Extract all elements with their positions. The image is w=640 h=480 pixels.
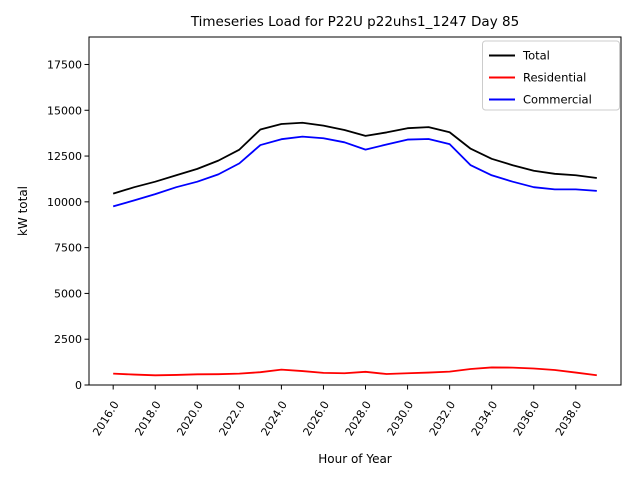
x-tick-label: 2036.0 <box>511 399 542 439</box>
y-tick-label: 2500 <box>54 333 82 346</box>
chart-title: Timeseries Load for P22U p22uhs1_1247 Da… <box>190 14 519 30</box>
series-line-total <box>112 121 597 195</box>
y-tick-label: 12500 <box>47 150 82 163</box>
legend-label-total: Total <box>522 49 550 63</box>
x-tick-label: 2032.0 <box>427 399 458 439</box>
x-tick-label: 2016.0 <box>90 399 121 439</box>
x-tick-label: 2020.0 <box>174 399 205 439</box>
x-tick-label: 2024.0 <box>259 399 290 439</box>
y-tick-label: 5000 <box>54 287 82 300</box>
legend-box <box>482 40 620 111</box>
y-tick-label: 17500 <box>47 58 82 71</box>
y-tick-label: 7500 <box>54 242 82 255</box>
series-line-residential <box>113 366 597 377</box>
x-tick-label: 2018.0 <box>132 399 163 439</box>
legend-label-commercial: Commercial <box>523 93 592 107</box>
y-tick-label: 10000 <box>47 196 82 209</box>
x-tick-label: 2034.0 <box>469 399 500 439</box>
x-axis-label: Hour of Year <box>318 452 392 466</box>
series-line-commercial <box>112 135 597 208</box>
x-tick-label: 2030.0 <box>385 399 416 439</box>
x-tick-label: 2026.0 <box>301 399 332 439</box>
x-tick-label: 2038.0 <box>553 399 584 439</box>
legend-label-residential: Residential <box>523 71 586 85</box>
plot-border <box>88 36 622 386</box>
y-tick-label: 15000 <box>47 104 82 117</box>
y-axis-label: kW total <box>16 186 30 236</box>
x-tick-label: 2028.0 <box>343 399 374 439</box>
y-tick-label: 0 <box>75 379 82 392</box>
legend: Total Residential Commercial <box>482 40 620 111</box>
x-tick-label: 2022.0 <box>216 399 247 439</box>
